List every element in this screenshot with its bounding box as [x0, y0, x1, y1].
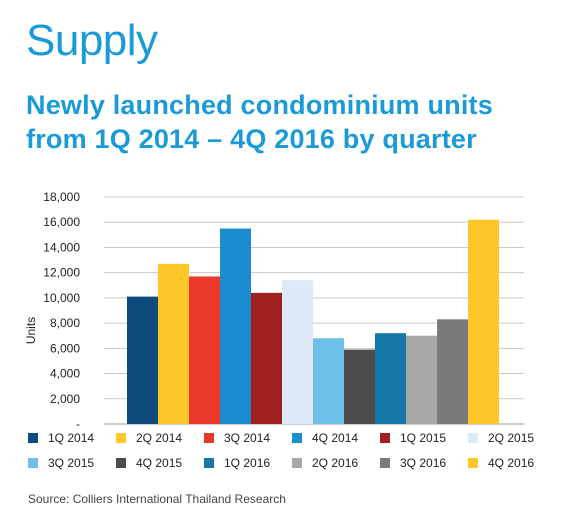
legend-label: 2Q 2014	[136, 431, 183, 445]
bar-1q-2015	[251, 292, 282, 424]
bar-2q-2015	[282, 280, 313, 424]
bar-2q-2016	[406, 335, 437, 424]
y-tick-label: 14,000	[43, 240, 80, 254]
legend-item: 1Q 2014	[28, 430, 116, 446]
legend-item: 1Q 2015	[380, 430, 468, 446]
bar-4q-2014	[220, 228, 251, 424]
bar-2q-2014	[158, 263, 189, 424]
y-tick-label: 18,000	[43, 190, 80, 204]
legend-item: 1Q 2016	[204, 455, 292, 471]
chart-subtitle-line-2: from 1Q 2014 – 4Q 2016 by quarter	[26, 124, 477, 154]
legend-swatch	[292, 458, 302, 468]
chart-subtitle: Newly launched condominium units from 1Q…	[26, 88, 493, 156]
legend-swatch	[204, 458, 214, 468]
legend-item: 2Q 2014	[116, 430, 204, 446]
legend-swatch	[380, 458, 390, 468]
legend-label: 4Q 2015	[136, 456, 183, 470]
bar-3q-2014	[189, 276, 220, 424]
legend-item: 4Q 2016	[468, 455, 556, 471]
bar-4q-2016	[468, 219, 499, 424]
legend-label: 1Q 2014	[48, 431, 95, 445]
legend-label: 3Q 2015	[48, 456, 95, 470]
y-tick-label: 6,000	[50, 341, 80, 355]
section-heading: Supply	[26, 16, 158, 65]
legend-swatch	[380, 433, 390, 443]
y-axis-label: Units	[24, 317, 38, 344]
legend-item: 4Q 2015	[116, 455, 204, 471]
legend-label: 1Q 2015	[400, 431, 447, 445]
legend-item: 2Q 2016	[292, 455, 380, 471]
legend-item: 3Q 2014	[204, 430, 292, 446]
legend-label: 2Q 2016	[312, 456, 359, 470]
legend-swatch	[204, 433, 214, 443]
y-tick-label: 12,000	[43, 266, 80, 280]
bar-4q-2015	[344, 349, 375, 424]
legend-swatch	[116, 433, 126, 443]
y-tick-label: 16,000	[43, 215, 80, 229]
chart-legend: 1Q 2014 2Q 2014 3Q 2014 4Q 2014 1Q 2015 2Q 20…	[28, 430, 558, 471]
y-tick-label: 8,000	[50, 316, 80, 330]
bar-3q-2016	[437, 319, 468, 424]
legend-swatch	[28, 458, 38, 468]
bar-1q-2014	[127, 296, 158, 424]
y-tick-label: -	[76, 417, 80, 431]
legend-label: 4Q 2016	[488, 456, 535, 470]
legend-label: 3Q 2016	[400, 456, 447, 470]
bar-1q-2016	[375, 333, 406, 424]
bar-3q-2015	[313, 338, 344, 424]
legend-item: 2Q 2015	[468, 430, 556, 446]
y-tick-label: 2,000	[50, 392, 80, 406]
legend-item: 3Q 2015	[28, 455, 116, 471]
legend-item: 3Q 2016	[380, 455, 468, 471]
chart-subtitle-line-1: Newly launched condominium units	[26, 90, 493, 120]
legend-label: 4Q 2014	[312, 431, 359, 445]
legend-swatch	[468, 458, 478, 468]
legend-swatch	[28, 433, 38, 443]
source-note: Source: Colliers International Thailand …	[28, 492, 286, 506]
legend-swatch	[116, 458, 126, 468]
legend-item: 4Q 2014	[292, 430, 380, 446]
y-tick-label: 10,000	[43, 291, 80, 305]
legend-label: 2Q 2015	[488, 431, 535, 445]
legend-swatch	[292, 433, 302, 443]
legend-label: 1Q 2016	[224, 456, 271, 470]
legend-swatch	[468, 433, 478, 443]
legend-label: 3Q 2014	[224, 431, 271, 445]
y-tick-label: 4,000	[50, 367, 80, 381]
